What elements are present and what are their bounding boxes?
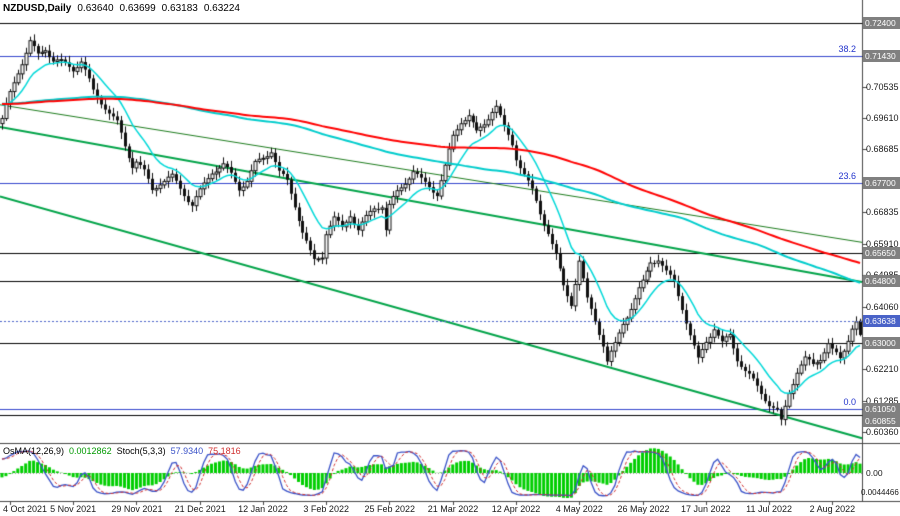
stoch-label: Stoch(5,3,3) <box>116 446 166 456</box>
price-axis-label: 0.61285 <box>866 395 899 406</box>
stoch-signal-value: 75.1816 <box>208 446 241 456</box>
price-axis-label: 0.70535 <box>866 81 899 92</box>
date-axis-label: 29 Nov 2021 <box>111 504 163 514</box>
price-line-badge: 0.72400 <box>863 17 900 30</box>
ohlc-close: 0.63224 <box>203 3 240 14</box>
date-axis-label: 5 Nov 2021 <box>50 504 97 514</box>
price-axis-label: 0.69610 <box>866 113 899 124</box>
ohlc-open: 0.63640 <box>77 3 114 14</box>
symbol-timeframe-label: NZDUSD,Daily <box>3 3 72 14</box>
indicator-scale-label: 0.0044466 <box>861 488 899 497</box>
price-line-badge: 0.60855 <box>863 414 900 427</box>
price-axis-label: 0.62210 <box>866 364 899 375</box>
price-line-badge: 0.64800 <box>863 275 900 288</box>
date-axis-label: 3 Feb 2022 <box>303 504 349 514</box>
osma-label: OsMA(12,26,9) <box>3 446 65 456</box>
price-line-badge: 0.61050 <box>863 402 900 415</box>
price-axis-label: 0.66835 <box>866 207 899 218</box>
price-line-badge: 0.63000 <box>863 336 900 349</box>
fib-level-label: 38.2 <box>838 44 856 55</box>
osma-value: 0.0012862 <box>69 446 112 456</box>
date-axis-label: 4 May 2022 <box>555 504 603 514</box>
date-axis-label: 21 Mar 2022 <box>427 504 479 514</box>
date-axis-label: 12 Jan 2022 <box>238 504 288 514</box>
price-line-badge: 0.65650 <box>863 246 900 259</box>
price-axis-label: 0.68685 <box>866 144 899 155</box>
date-axis-label: 12 Apr 2022 <box>491 504 541 514</box>
date-axis-label: 21 Dec 2021 <box>174 504 226 514</box>
date-axis-label: 11 Jul 2022 <box>746 504 792 514</box>
price-axis-label: 0.64060 <box>866 301 899 312</box>
date-axis-label: 4 Oct 2021 <box>2 504 48 514</box>
price-axis-label: 0.60360 <box>866 427 899 438</box>
ohlc-high: 0.63699 <box>119 3 156 14</box>
price-axis-label: 0.64985 <box>866 270 899 280</box>
ohlc-low: 0.63183 <box>161 3 198 14</box>
date-axis-label: 26 May 2022 <box>617 504 670 514</box>
date-axis-label: 17 Jun 2022 <box>681 504 731 514</box>
current-price-badge: 0.63638 <box>863 314 900 327</box>
indicator-labels: OsMA(12,26,9) 0.0012862 Stoch(5,3,3) 57.… <box>3 446 241 456</box>
stoch-main-value: 57.9340 <box>170 446 204 456</box>
date-axis-label: 2 Aug 2022 <box>809 504 856 514</box>
chart-title: NZDUSD,Daily 0.63640 0.63699 0.63183 0.6… <box>3 3 240 14</box>
fib-level-label: 23.6 <box>838 170 856 181</box>
indicator-zero-label: 0.00 <box>866 468 883 478</box>
price-line-badge: 0.67700 <box>863 176 900 189</box>
date-axis-label: 25 Feb 2022 <box>364 504 416 514</box>
fib-level-label: 0.0 <box>843 396 856 407</box>
price-axis-label: 0.65910 <box>866 238 899 249</box>
price-line-badge: 0.71430 <box>863 50 900 63</box>
